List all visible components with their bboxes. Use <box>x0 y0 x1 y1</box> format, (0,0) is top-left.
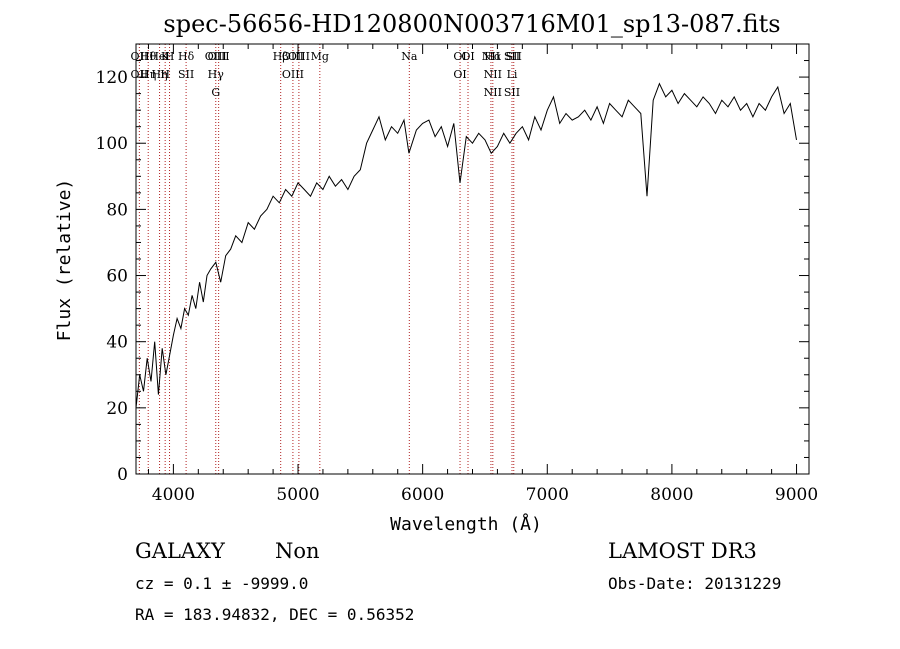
y-tick-label: 40 <box>106 333 128 353</box>
x-tick-label: 4000 <box>152 485 195 505</box>
line-marker-label: SII <box>178 68 194 81</box>
line-marker-label: OIII <box>208 50 230 63</box>
y-tick-label: 80 <box>106 200 128 220</box>
line-marker-label: OII <box>131 68 149 81</box>
line-marker-label: HeI <box>149 50 169 63</box>
line-marker-label: NII <box>484 68 502 81</box>
line-marker-label: Hδ <box>178 50 195 63</box>
x-tick-label: 5000 <box>276 485 319 505</box>
line-marker-label: Hθ <box>140 50 157 63</box>
line-marker-label: Hβ <box>273 50 289 63</box>
line-marker-label: OI <box>461 50 474 63</box>
line-marker-label: NII <box>482 50 500 63</box>
line-marker-label: Li <box>507 68 518 81</box>
x-tick-label: 7000 <box>526 485 569 505</box>
obs-date-text: Obs-Date: 20131229 <box>608 574 781 593</box>
survey-label: LAMOST DR3 <box>608 539 757 563</box>
class-label: GALAXY <box>135 539 226 563</box>
line-marker-label: OII <box>131 50 149 63</box>
spectrum-series-line <box>135 82 797 408</box>
y-tick-label: 0 <box>117 465 128 485</box>
line-marker-label: Hγ <box>208 68 225 81</box>
x-tick-label: 9000 <box>775 485 818 505</box>
line-marker-label: OI <box>453 50 466 63</box>
y-tick-label: 60 <box>106 267 128 287</box>
line-marker-label: H <box>165 50 175 63</box>
line-marker-label: SII <box>506 50 522 63</box>
line-marker-label: Hα <box>484 50 502 63</box>
radec-text: RA = 183.94832, DEC = 0.56352 <box>135 605 414 624</box>
line-marker-label: OIII <box>205 50 227 63</box>
line-marker-label: SII <box>504 86 520 99</box>
y-tick-label: 100 <box>96 134 128 154</box>
line-marker-label: Hη <box>140 68 156 81</box>
line-marker-label: SII <box>504 50 520 63</box>
line-marker-label: Na <box>401 50 418 63</box>
y-tick-label: 20 <box>106 399 128 419</box>
line-marker-label: OIII <box>282 68 304 81</box>
line-marker-label: G <box>211 86 220 99</box>
cz-text: cz = 0.1 ± -9999.0 <box>135 574 308 593</box>
line-marker-label: OIII <box>288 50 310 63</box>
subclass-label: Non <box>275 539 320 563</box>
line-marker-label: NII <box>484 86 502 99</box>
spectral-line-markers <box>138 44 515 474</box>
x-axis-label: Wavelength (Å) <box>390 513 542 535</box>
x-tick-label: 6000 <box>401 485 444 505</box>
chart-title: spec-56656-HD120800N003716M01_sp13-087.f… <box>163 10 780 38</box>
line-marker-label: K <box>161 50 170 63</box>
line-marker-label: Mg <box>311 50 329 63</box>
line-marker-label: H <box>160 68 170 81</box>
y-axis: 0 20 40 60 80 100 120 <box>96 60 809 485</box>
y-tick-label: 120 <box>96 68 128 88</box>
y-axis-label: Flux (relative) <box>54 179 75 342</box>
x-axis: 4000 5000 6000 7000 8000 9000 <box>147 44 818 505</box>
plot-frame <box>135 43 810 475</box>
line-marker-label: Hη <box>151 68 167 81</box>
x-tick-label: 8000 <box>650 485 693 505</box>
line-marker-label: OI <box>453 68 466 81</box>
